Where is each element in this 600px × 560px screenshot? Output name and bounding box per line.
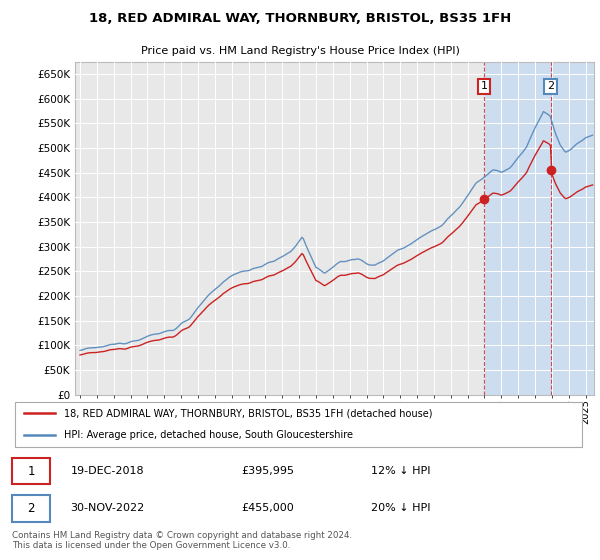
Text: 19-DEC-2018: 19-DEC-2018 [71,466,145,476]
Bar [484,62,551,395]
Text: £455,000: £455,000 [241,503,294,513]
Text: Price paid vs. HM Land Registry's House Price Index (HPI): Price paid vs. HM Land Registry's House … [140,46,460,56]
Text: 30-NOV-2022: 30-NOV-2022 [71,503,145,513]
Text: 20% ↓ HPI: 20% ↓ HPI [371,503,430,513]
Text: HPI: Average price, detached house, South Gloucestershire: HPI: Average price, detached house, Sout… [64,430,353,440]
Text: 18, RED ADMIRAL WAY, THORNBURY, BRISTOL, BS35 1FH: 18, RED ADMIRAL WAY, THORNBURY, BRISTOL,… [89,12,511,25]
Text: 1: 1 [27,465,35,478]
Bar [551,62,594,395]
Text: 2: 2 [547,81,554,91]
Text: £395,995: £395,995 [241,466,294,476]
Text: 18, RED ADMIRAL WAY, THORNBURY, BRISTOL, BS35 1FH (detached house): 18, RED ADMIRAL WAY, THORNBURY, BRISTOL,… [64,408,433,418]
Text: Contains HM Land Registry data © Crown copyright and database right 2024.
This d: Contains HM Land Registry data © Crown c… [12,531,352,550]
Text: 12% ↓ HPI: 12% ↓ HPI [371,466,430,476]
Text: 1: 1 [481,81,487,91]
Text: 2: 2 [27,502,35,515]
FancyBboxPatch shape [12,458,50,484]
FancyBboxPatch shape [15,402,582,446]
FancyBboxPatch shape [12,495,50,521]
